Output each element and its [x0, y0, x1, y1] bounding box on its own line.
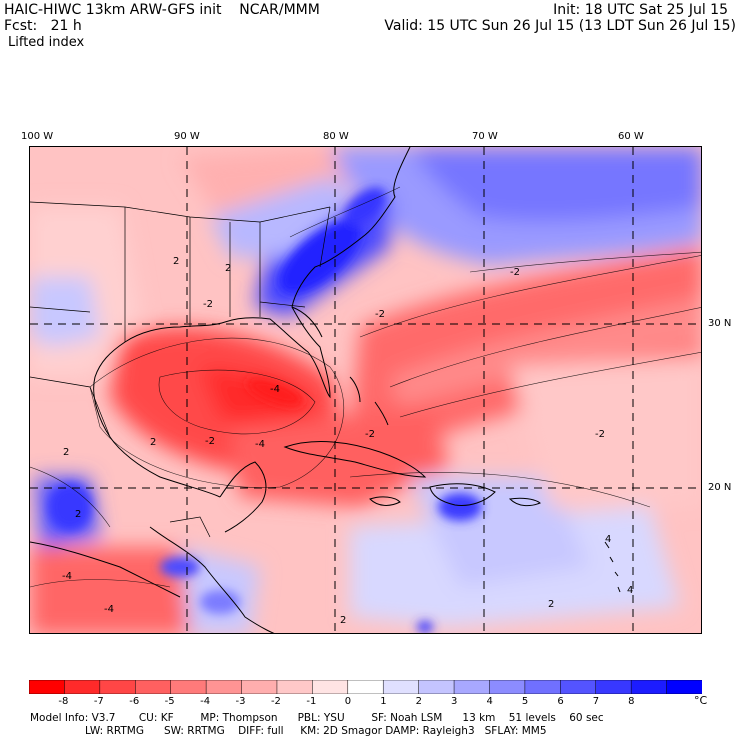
contour-label: 4: [627, 585, 633, 596]
colorbar: [29, 680, 702, 694]
colorbar-unit: °C: [694, 694, 708, 707]
contour-label: 2: [225, 263, 231, 274]
colorbar-swatch: [241, 680, 278, 694]
colorbar-label: 5: [521, 696, 529, 707]
model-title: HAIC-HIWC 13km ARW-GFS init NCAR/MMM: [4, 2, 320, 18]
lat-label-30n: 30 N: [708, 318, 732, 329]
contour-label: -4: [255, 439, 265, 450]
contour-label: 2: [150, 437, 156, 448]
valid-time: Valid: 15 UTC Sun 26 Jul 15 (13 LDT Sun …: [384, 18, 736, 34]
contour-label: 2: [340, 615, 346, 626]
colorbar-swatch: [595, 680, 632, 694]
colorbar-swatch: [135, 680, 172, 694]
colorbar-swatch: [99, 680, 137, 694]
colorbar-label: -7: [93, 696, 104, 707]
lon-label-60w: 60 W: [618, 131, 644, 142]
contour-label: 2: [548, 599, 554, 610]
contour-label: 2: [63, 447, 69, 458]
contour-label: -2: [203, 299, 213, 310]
contour-label: 2: [75, 509, 81, 520]
colorbar-swatch: [29, 680, 66, 694]
forecast-hour: Fcst: 21 h: [4, 18, 82, 34]
colorbar-swatch: [524, 680, 562, 694]
colorbar-swatch: [453, 680, 491, 694]
coastlines: [30, 147, 621, 633]
map-canvas: 2 2 2 2 2 2 2 -2 -2 -2 -2 -2 -2 4 4 -4 -…: [30, 147, 701, 633]
colorbar-swatch: [489, 680, 526, 694]
colorbar-swatch: [418, 680, 455, 694]
contours: [30, 186, 701, 588]
colorbar-label: -3: [235, 696, 246, 707]
colorbar-label: -2: [270, 696, 281, 707]
colorbar-label: 4: [486, 696, 493, 707]
colorbar-swatch: [630, 680, 668, 694]
colorbar-label: -4: [200, 696, 211, 707]
colorbar-swatch: [347, 680, 384, 694]
lat-label-20n: 20 N: [708, 482, 732, 493]
contour-label: -2: [365, 429, 375, 440]
lon-label-70w: 70 W: [472, 131, 498, 142]
contour-label: -2: [510, 267, 520, 278]
colorbar-label: 1: [380, 696, 387, 707]
model-info-line1: Model Info: V3.7 CU: KF MP: Thompson PBL…: [30, 712, 604, 724]
lifted-index-map: 2 2 2 2 2 2 2 -2 -2 -2 -2 -2 -2 4 4 -4 -…: [29, 146, 702, 634]
colorbar-label: 0: [344, 696, 352, 707]
contour-label: 4: [605, 534, 611, 545]
model-info-line2: LW: RRTMG SW: RRTMG DIFF: full KM: 2D Sm…: [85, 725, 547, 737]
contour-label: -4: [104, 604, 114, 615]
colorbar-swatch: [312, 680, 349, 694]
init-time: Init: 18 UTC Sat 25 Jul 15: [553, 2, 728, 18]
colorbar-swatch: [170, 680, 207, 694]
lat-lon-grid: [30, 147, 701, 633]
colorbar-swatch: [666, 680, 702, 694]
colorbar-label: 2: [415, 696, 422, 707]
colorbar-swatch: [382, 680, 420, 694]
contour-label: -2: [205, 436, 215, 447]
field-shading: [30, 147, 701, 633]
colorbar-swatch: [64, 680, 101, 694]
lon-label-100w: 100 W: [21, 131, 54, 142]
colorbar-label: 7: [592, 696, 600, 707]
contour-label: 2: [173, 256, 179, 267]
contour-label: -4: [270, 384, 280, 395]
lon-label-80w: 80 W: [323, 131, 349, 142]
field-detail: [48, 187, 482, 633]
colorbar-label: 6: [557, 696, 564, 707]
contour-labels: 2 2 2 2 2 2 2 -2 -2 -2 -2 -2 -2 4 4 -4 -…: [62, 256, 633, 626]
colorbar-label: -1: [306, 696, 317, 707]
colorbar-swatch: [560, 680, 597, 694]
lon-label-90w: 90 W: [174, 131, 200, 142]
colorbar-label: -8: [58, 696, 69, 707]
field-name: Lifted index: [8, 35, 85, 50]
contour-label: -4: [62, 571, 72, 582]
colorbar-label: -6: [129, 696, 140, 707]
colorbar-swatch: [276, 680, 314, 694]
colorbar-label: 8: [628, 696, 635, 707]
colorbar-swatch: [205, 680, 243, 694]
contour-label: -2: [595, 429, 605, 440]
colorbar-label: -5: [164, 696, 175, 707]
contour-label: -2: [375, 309, 385, 320]
colorbar-label: 3: [451, 696, 458, 707]
